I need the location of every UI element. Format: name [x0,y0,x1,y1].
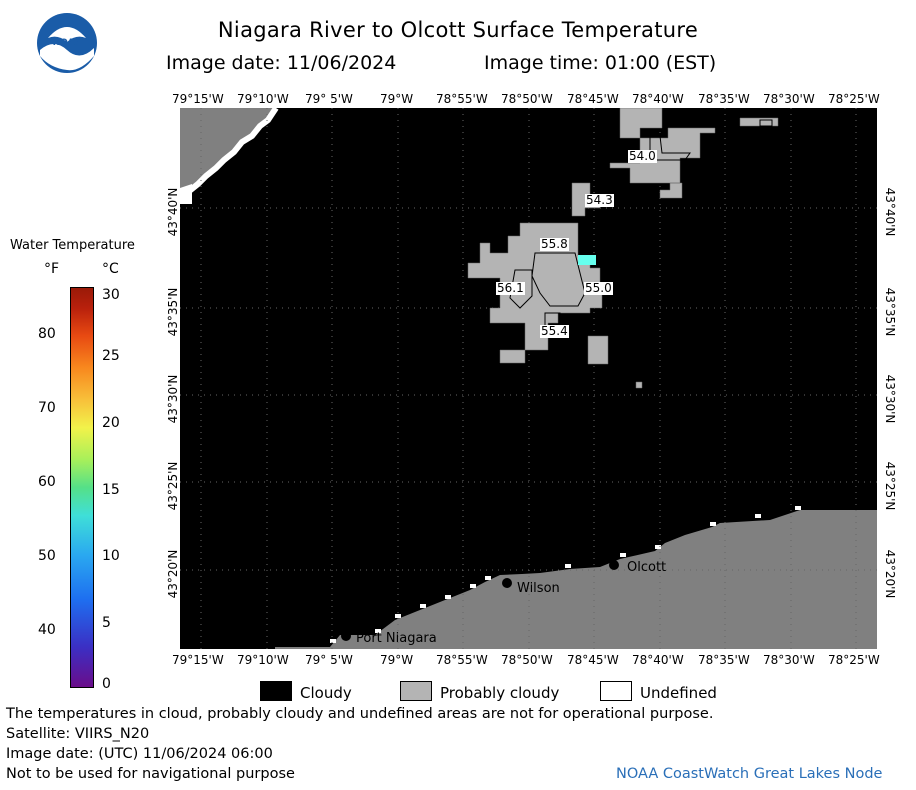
lat-label-right: 43°20'N [883,549,897,599]
satellite-text: Satellite: VIIRS_N20 [6,726,150,742]
lon-label-bottom: 78°35'W [698,653,750,667]
lon-label-top: 79°W [380,92,414,106]
probably-cloudy-area [467,107,779,389]
port-niagara-marker [341,631,351,641]
lon-label-top: 78°50'W [501,92,553,106]
lon-label-bottom: 79°10'W [237,653,289,667]
legend-c-tick: 15 [102,482,120,498]
temperature-label: 55.0 [584,281,613,295]
lon-label-top: 78°25'W [828,92,880,106]
credit-text: NOAA CoastWatch Great Lakes Node [616,766,883,782]
legend-unit-f: °F [44,261,60,277]
temperature-label: 56.1 [496,281,525,295]
wilson-marker [502,578,512,588]
legend-unit-c: °C [102,261,119,277]
lon-label-bottom: 79°15'W [172,653,224,667]
undefined-edge-block [180,184,192,204]
town-label-olcott: Olcott [627,560,667,575]
legend-f-tick: 60 [38,474,56,490]
lat-label-left: 43°35'N [166,287,180,337]
key-swatch-undefined [600,681,632,701]
town-label-port-niagara: Port Niagara [356,631,437,646]
legend-f-tick: 40 [38,622,56,638]
legend-f-tick: 50 [38,548,56,564]
lat-label-left: 43°40'N [166,187,180,237]
temperature-label: 55.4 [540,324,569,338]
utc-date-text: Image date: (UTC) 11/06/2024 06:00 [6,746,273,762]
legend-c-tick: 10 [102,548,120,564]
legend-f-tick: 80 [38,326,56,342]
key-label-cloudy: Cloudy [300,684,352,702]
warm-water-pixel [578,255,596,265]
lat-label-right: 43°30'N [883,374,897,424]
temperature-label: 54.3 [585,193,614,207]
map-canvas [177,106,877,649]
key-swatch-cloudy [260,681,292,701]
logo-text: NOAA [53,38,82,48]
lon-label-bottom: 78°25'W [828,653,880,667]
lon-label-bottom: 79° 5'W [305,653,353,667]
lon-label-top: 78°55'W [436,92,488,106]
lon-label-top: 78°45'W [567,92,619,106]
image-time: Image time: 01:00 (EST) [484,52,717,74]
shoreline-markers [330,506,801,643]
lon-label-bottom: 79°W [380,653,414,667]
lon-label-bottom: 78°45'W [567,653,619,667]
lon-label-bottom: 78°50'W [501,653,553,667]
lon-label-bottom: 78°30'W [763,653,815,667]
land-us-shore [275,510,877,649]
lon-label-top: 79°15'W [172,92,224,106]
lon-label-top: 78°40'W [632,92,684,106]
disclaimer-text: The temperatures in cloud, probably clou… [6,706,714,722]
key-swatch-probably-cloudy [400,681,432,701]
noaa-logo-icon: NOAA [37,13,97,73]
key-label-probably-cloudy: Probably cloudy [440,684,560,702]
page-title: Niagara River to Olcott Surface Temperat… [217,18,699,42]
legend-f-tick: 70 [38,400,56,416]
legend-c-tick: 30 [102,287,120,303]
legend-c-tick: 0 [102,676,111,692]
legend-c-tick: 20 [102,415,120,431]
olcott-marker [609,560,619,570]
lon-label-top: 78°35'W [698,92,750,106]
lon-label-bottom: 78°40'W [632,653,684,667]
lat-label-left: 43°25'N [166,461,180,511]
temperature-colorbar [70,287,94,688]
lat-label-right: 43°25'N [883,461,897,511]
undefined-edge [177,106,279,204]
noaa-logo: NOAA [36,12,98,74]
temperature-label: 54.0 [628,149,657,163]
lon-label-top: 79° 5'W [305,92,353,106]
temperature-label: 55.8 [540,237,569,251]
legend-c-tick: 25 [102,348,120,364]
lat-label-right: 43°40'N [883,187,897,237]
lat-label-right: 43°35'N [883,287,897,337]
surface-temperature-map [177,106,877,649]
key-label-undefined: Undefined [640,684,717,702]
town-label-wilson: Wilson [517,581,560,596]
lat-label-left: 43°20'N [166,549,180,599]
legend-title: Water Temperature [10,238,135,253]
legend-c-tick: 5 [102,615,111,631]
navigation-warning: Not to be used for navigational purpose [6,766,295,782]
lon-label-top: 79°10'W [237,92,289,106]
lat-label-left: 43°30'N [166,374,180,424]
lon-label-top: 78°30'W [763,92,815,106]
image-date: Image date: 11/06/2024 [166,52,397,74]
lon-label-bottom: 78°55'W [436,653,488,667]
